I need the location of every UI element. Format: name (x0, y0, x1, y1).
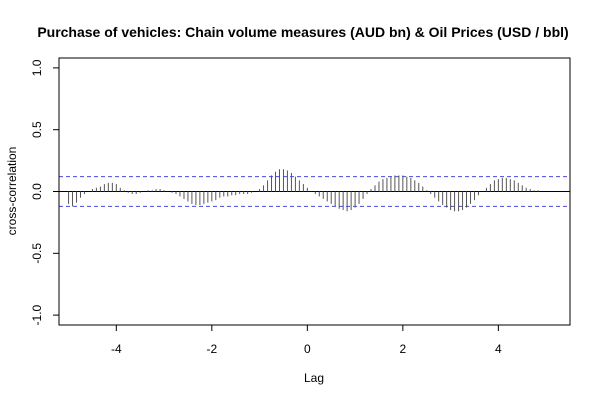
x-axis-label: Lag (304, 371, 324, 385)
x-tick-label: -2 (206, 342, 217, 356)
y-tick-label: 0.5 (30, 121, 44, 138)
y-tick-label: -1.0 (30, 304, 44, 325)
y-tick-label: 0.0 (30, 183, 44, 200)
x-tick-label: 2 (400, 342, 407, 356)
y-tick-label: -0.5 (30, 243, 44, 264)
y-axis-label: cross-correlation (5, 147, 19, 236)
y-tick-label: 1.0 (30, 59, 44, 76)
x-tick-label: 4 (495, 342, 502, 356)
chart-title: Purchase of vehicles: Chain volume measu… (37, 24, 568, 40)
x-tick-label: -4 (111, 342, 122, 356)
x-tick-label: 0 (304, 342, 311, 356)
